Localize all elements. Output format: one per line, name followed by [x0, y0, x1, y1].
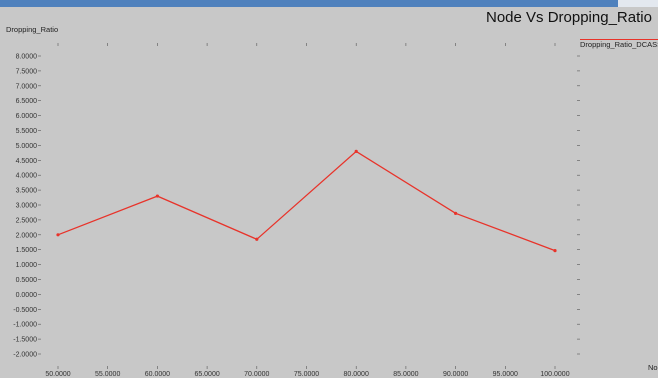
y-tick-label: 7.5000	[16, 68, 38, 75]
x-tick-label: 95.0000	[493, 371, 518, 378]
y-tick-label: -0.5000	[13, 307, 37, 314]
legend-entry: Dropping_Ratio_DCASSS	[580, 40, 658, 49]
x-tick-label: 80.0000	[344, 371, 369, 378]
y-tick-label: 4.0000	[16, 173, 38, 180]
y-tick-label: 0.0000	[16, 292, 38, 299]
y-axis-label: Dropping_Ratio	[6, 25, 59, 34]
y-tick-label: 8.0000	[16, 54, 38, 61]
x-axis-label: Nod	[648, 363, 658, 372]
x-tick-label: 65.0000	[194, 371, 219, 378]
series-line	[57, 150, 556, 252]
y-tick-label: -2.0000	[13, 352, 37, 359]
y-tick-label: -1.5000	[13, 337, 37, 344]
y-tick-label: 1.5000	[16, 247, 38, 254]
y-tick-label: 7.0000	[16, 83, 38, 90]
chart-title: Node Vs Dropping_Ratio	[486, 9, 652, 26]
y-tick-label: 4.5000	[16, 158, 38, 165]
y-tick-label: 1.0000	[16, 262, 38, 269]
y-tick-label: 2.5000	[16, 217, 38, 224]
legend-line	[580, 39, 658, 40]
x-tick-label: 50.0000	[45, 371, 70, 378]
x-tick-label: 70.0000	[244, 371, 269, 378]
y-tick-label: 6.0000	[16, 113, 38, 120]
y-tick-label: -1.0000	[13, 322, 37, 329]
window-title-bar	[0, 0, 658, 7]
data-point	[354, 149, 358, 153]
data-point	[255, 237, 259, 241]
window-title-bar-controls	[618, 0, 658, 7]
x-tick-label: 60.0000	[145, 371, 170, 378]
x-tick-label: 90.0000	[443, 371, 468, 378]
y-tick-label: 3.5000	[16, 188, 38, 195]
data-point	[553, 248, 557, 253]
x-tick-label: 75.0000	[294, 371, 319, 378]
y-tick-label: 5.5000	[16, 128, 38, 135]
y-tick-label: 0.5000	[16, 277, 38, 284]
y-tick-label: 2.0000	[16, 232, 38, 239]
x-tick-label: 55.0000	[95, 371, 120, 378]
y-tick-label: 5.0000	[16, 143, 38, 150]
y-tick-label: 6.5000	[16, 98, 38, 105]
data-point	[454, 211, 458, 215]
data-point	[56, 233, 60, 237]
x-tick-label: 100.0000	[540, 371, 569, 378]
data-point	[155, 194, 159, 198]
x-tick-label: 85.0000	[393, 371, 418, 378]
y-tick-label: 3.0000	[16, 203, 38, 210]
